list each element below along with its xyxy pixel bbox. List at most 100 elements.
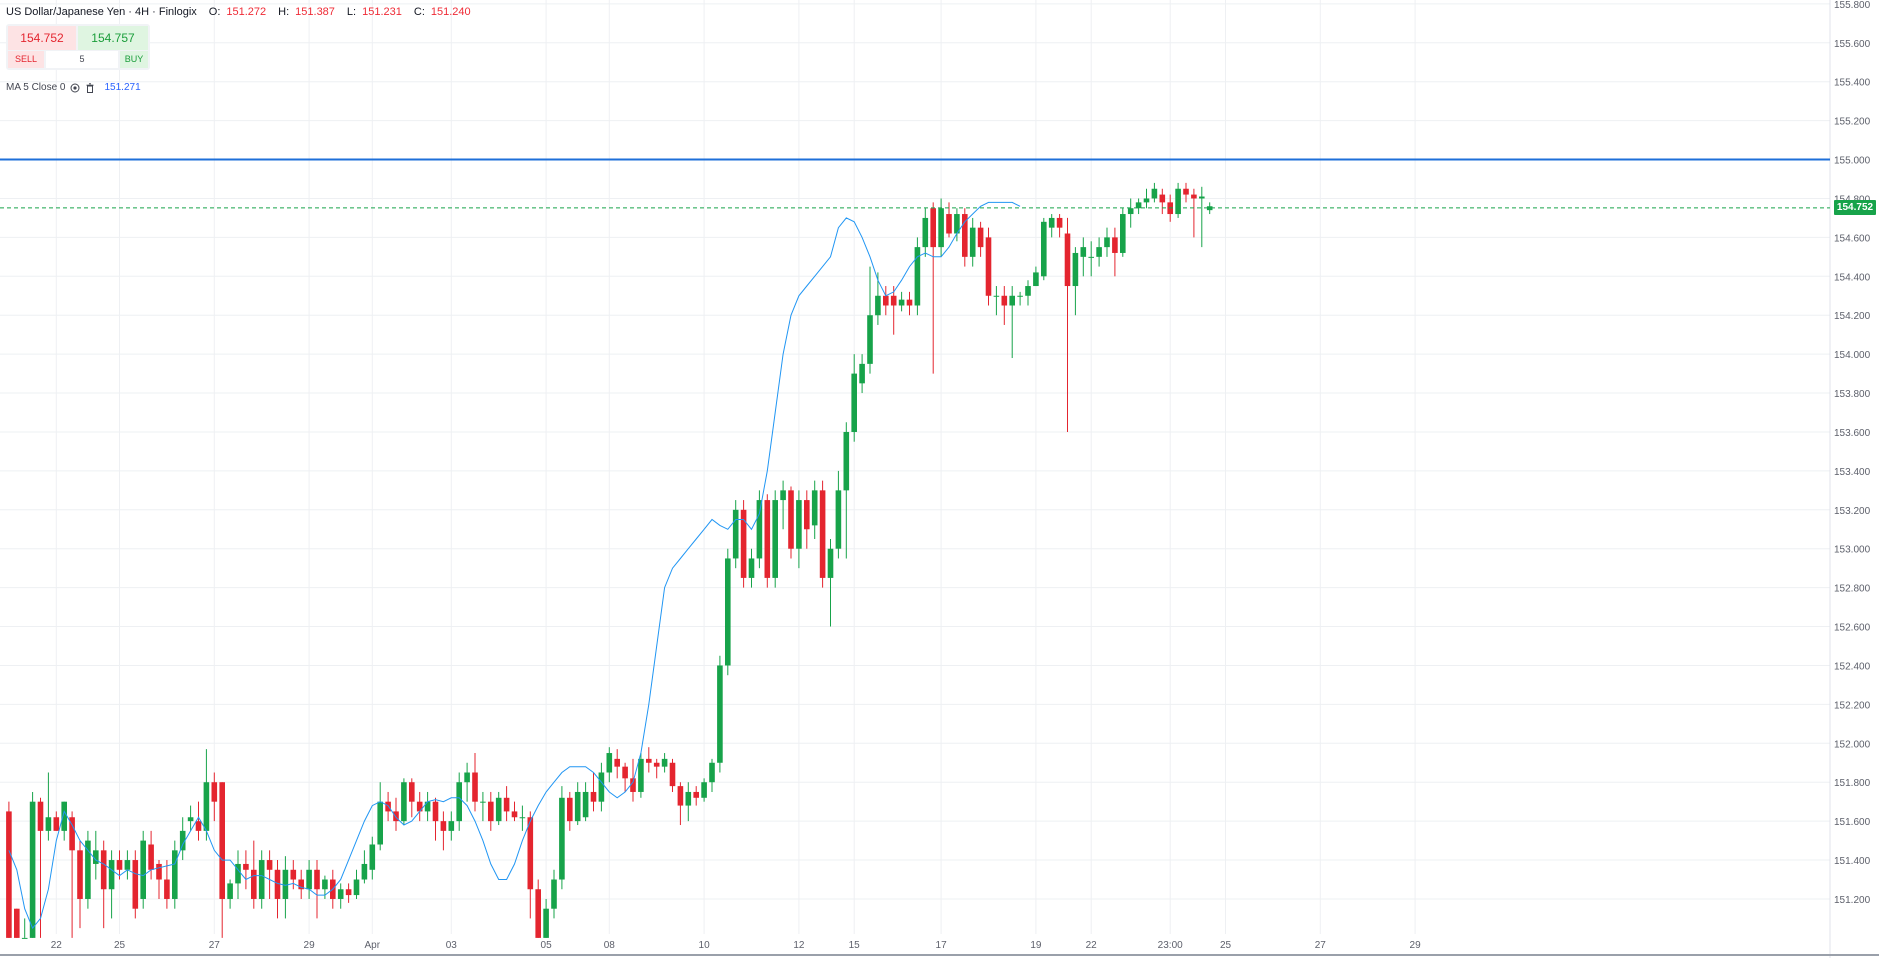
ma-line — [8, 201, 1021, 930]
quantity-input[interactable] — [46, 51, 118, 68]
x-tick-label: 25 — [1220, 940, 1232, 951]
candle-body — [693, 791, 699, 798]
candle-body — [480, 801, 486, 803]
candle-body — [440, 821, 447, 831]
y-tick-label: 151.600 — [1834, 817, 1871, 828]
x-tick-label: 05 — [541, 940, 553, 951]
candle-body — [258, 860, 265, 899]
candle-body — [1080, 247, 1087, 257]
buy-price-button[interactable]: 154.757 — [78, 26, 148, 50]
candle-body — [567, 797, 573, 822]
candle-body — [969, 227, 976, 257]
candle-body — [701, 782, 707, 798]
y-tick-label: 155.000 — [1834, 156, 1871, 167]
candle-body — [100, 850, 107, 890]
candle-body — [938, 208, 944, 248]
candle-body — [401, 782, 407, 822]
candle-body — [653, 762, 660, 767]
candle-body — [45, 817, 52, 831]
candle-body — [843, 431, 850, 491]
candle-body — [811, 490, 818, 526]
candle-body — [432, 801, 439, 822]
ma-value: 151.271 — [104, 82, 141, 93]
x-tick-label: Apr — [365, 940, 381, 951]
candle-body — [1088, 256, 1094, 258]
candle-body — [187, 817, 194, 822]
x-tick-label: 27 — [1315, 940, 1327, 951]
candle-body — [61, 801, 67, 831]
candle-body — [290, 869, 297, 880]
candle-body — [1127, 208, 1134, 215]
candle-body — [669, 762, 676, 787]
x-tick-label: 29 — [1410, 940, 1422, 951]
candle-body — [606, 753, 613, 773]
candle-body — [764, 500, 771, 578]
candle-body — [740, 509, 747, 578]
candle-body — [685, 791, 692, 806]
candle-body — [851, 373, 857, 432]
candle-body — [203, 782, 210, 831]
candle-body — [835, 490, 842, 549]
candle-body — [748, 558, 755, 578]
eye-icon[interactable] — [70, 83, 80, 93]
y-tick-label: 152.400 — [1834, 661, 1871, 672]
candle-body — [393, 811, 399, 822]
candle-body — [1151, 188, 1158, 199]
y-tick-label: 151.400 — [1834, 856, 1871, 867]
candle-body — [219, 782, 225, 899]
candle-body — [1175, 188, 1181, 215]
candle-body — [1159, 194, 1166, 203]
x-tick-label: 15 — [849, 940, 861, 951]
candle-body — [732, 509, 739, 559]
x-tick-label: 25 — [114, 940, 126, 951]
candle-body — [661, 758, 668, 767]
candle-body — [124, 860, 131, 870]
candle-body — [977, 227, 984, 248]
candle-body — [511, 811, 518, 818]
buy-button[interactable]: BUY — [120, 51, 148, 68]
x-tick-label: 23:00 — [1158, 940, 1183, 951]
candle-body — [780, 490, 786, 501]
candle-body — [156, 863, 162, 880]
candle-body — [883, 295, 889, 306]
candle-body — [1017, 295, 1023, 297]
candle-body — [630, 778, 636, 792]
low-value: 151.231 — [362, 6, 402, 18]
candle-body — [543, 908, 549, 938]
current-price-tag: 154.752 — [1834, 200, 1876, 216]
x-tick-label: 03 — [446, 940, 458, 951]
candle-body — [424, 801, 431, 812]
candle-body — [709, 762, 715, 783]
candle-body — [819, 490, 826, 578]
candle-body — [527, 817, 534, 890]
candle-body — [772, 500, 778, 578]
open-label: O: — [208, 6, 221, 18]
sell-button[interactable]: SELL — [8, 51, 44, 68]
candle-body — [954, 214, 960, 234]
candle-body — [804, 500, 810, 530]
candle-body — [1112, 237, 1118, 253]
ma-indicator-legend: MA 5 Close 0 151.271 — [6, 82, 141, 93]
candle-body — [488, 801, 494, 822]
candle-body — [1041, 221, 1047, 277]
candle-body — [69, 817, 75, 851]
candle-body — [29, 801, 36, 938]
candle-body — [985, 237, 992, 296]
x-tick-label: 22 — [1086, 940, 1098, 951]
candle-body — [274, 869, 281, 899]
sell-price-button[interactable]: 154.752 — [8, 26, 76, 50]
y-tick-label: 153.200 — [1834, 506, 1871, 517]
high-label: H: — [278, 6, 290, 18]
candle-body — [132, 860, 139, 909]
candle-body — [914, 247, 921, 306]
candle-body — [1096, 247, 1102, 257]
x-tick-label: 08 — [604, 940, 616, 951]
candle-body — [116, 860, 123, 870]
candle-body — [416, 801, 423, 812]
x-tick-label: 17 — [936, 940, 948, 951]
trash-icon[interactable] — [85, 82, 95, 93]
y-tick-label: 151.800 — [1834, 778, 1871, 789]
candle-body — [582, 791, 589, 818]
candle-body — [796, 500, 802, 549]
